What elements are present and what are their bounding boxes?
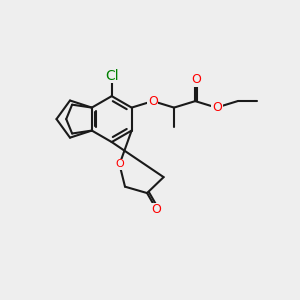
Text: O: O bbox=[152, 203, 162, 216]
Text: O: O bbox=[148, 94, 158, 108]
Text: O: O bbox=[192, 73, 202, 86]
Text: O: O bbox=[212, 101, 222, 114]
Text: Cl: Cl bbox=[105, 68, 119, 83]
Text: O: O bbox=[116, 159, 124, 170]
